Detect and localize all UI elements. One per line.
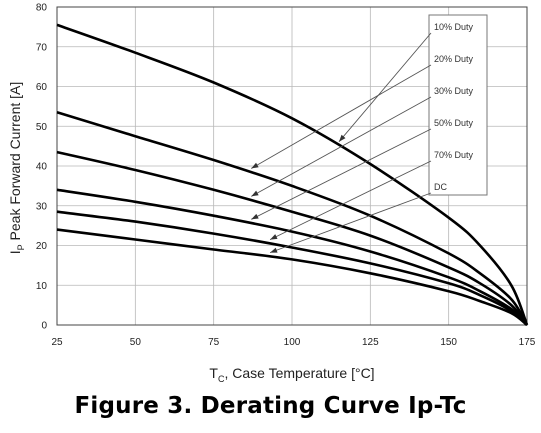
x-tick-label: 75: [208, 337, 220, 348]
legend-arrow: [251, 64, 432, 169]
legend-label: 70% Duty: [434, 150, 474, 160]
x-axis-title: TC, Case Temperature [°C]: [209, 365, 374, 384]
curves: [56, 23, 529, 327]
legend-label: DC: [434, 182, 447, 192]
legend-arrowhead: [270, 247, 278, 253]
x-tick-label: 50: [130, 337, 142, 348]
x-tick-label: 100: [284, 337, 301, 348]
curve-70-duty: [56, 210, 528, 326]
legend-arrowhead: [251, 162, 259, 169]
plot-frame: [56, 6, 528, 326]
curve-30-duty: [56, 150, 529, 326]
curve-50-duty: [56, 188, 528, 326]
legend-arrowhead: [339, 134, 346, 142]
legend-arrow: [251, 128, 432, 220]
legend-arrowhead: [251, 213, 259, 220]
y-tick-label: 60: [36, 82, 48, 93]
legend-label: 10% Duty: [434, 22, 474, 32]
x-tick-label: 25: [51, 337, 63, 348]
x-tick-label: 150: [440, 337, 457, 348]
legend-arrow: [269, 160, 432, 240]
figure-caption: Figure 3. Derating Curve Ip-Tc: [74, 393, 467, 419]
legend-box: [428, 14, 488, 196]
y-tick-label: 80: [36, 3, 48, 14]
curve-dc: [56, 228, 528, 327]
x-tick-labels: 25 50 75 100 125 150 175: [51, 337, 535, 348]
y-tick-label: 70: [36, 42, 48, 53]
legend-label: 50% Duty: [434, 118, 474, 128]
derating-chart: 25 50 75 100 125 150 175 0 10 20 30 40 50 60 70 80 10%…: [7, 3, 536, 385]
legend-label: 30% Duty: [434, 86, 474, 96]
legend: 10% Duty 20% Duty 30% Duty 50% Duty 70% Duty…: [428, 14, 488, 196]
legend-arrows: [251, 32, 432, 254]
y-tick-labels: 0 10 20 30 40 50 60 70 80: [36, 3, 48, 332]
y-tick-label: 10: [36, 281, 48, 292]
y-axis-title: IP Peak Forward Current [A]: [7, 82, 26, 255]
x-tick-label: 175: [519, 337, 536, 348]
y-tick-label: 20: [36, 241, 48, 252]
legend-arrow: [269, 192, 432, 254]
y-tick-label: 40: [36, 162, 48, 173]
y-tick-label: 0: [41, 321, 47, 332]
y-tick-label: 30: [36, 201, 48, 212]
curve-10-duty: [56, 23, 529, 326]
legend-label: 20% Duty: [434, 54, 474, 64]
legend-arrowhead: [270, 234, 278, 240]
curve-20-duty: [56, 111, 529, 326]
y-tick-label: 50: [36, 122, 48, 133]
x-tick-label: 125: [362, 337, 379, 348]
legend-arrow: [338, 32, 432, 143]
legend-arrow: [251, 96, 432, 197]
legend-arrowhead: [251, 190, 259, 197]
